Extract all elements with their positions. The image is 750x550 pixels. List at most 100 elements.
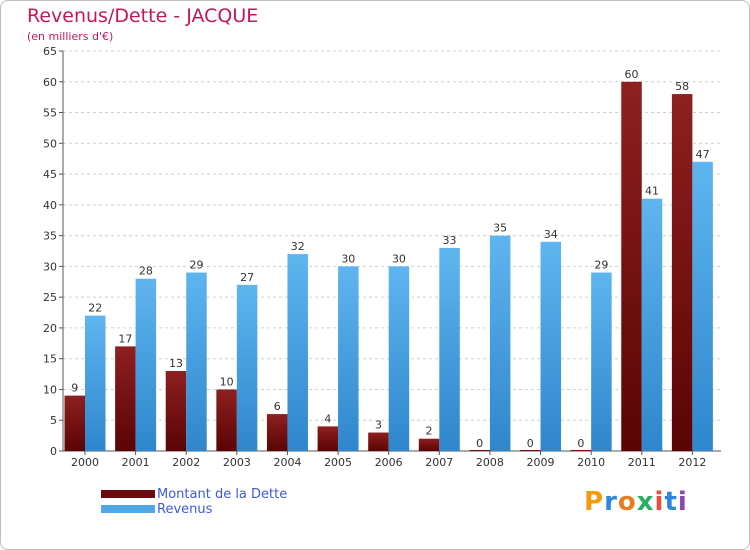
legend-item-dette: Montant de la Dette [101,486,288,502]
x-tick-label: 2001 [122,456,150,469]
data-label-revenus: 30 [392,252,406,265]
bars [64,81,713,452]
data-label-revenus: 22 [88,302,102,315]
x-tick-label: 2007 [425,456,453,469]
y-tick-label: 55 [43,107,57,120]
data-label-revenus: 32 [291,240,305,253]
bar-dette [621,81,642,452]
x-tick-label: 2002 [172,456,200,469]
y-tick-label: 5 [50,414,57,427]
bar-revenus [186,272,207,451]
x-tick-label: 2008 [476,456,504,469]
y-tick-label: 15 [43,353,57,366]
data-label-dette: 0 [476,437,483,450]
data-label-revenus: 29 [594,259,608,272]
logo-letter: P [584,487,605,517]
bar-dette [520,450,541,451]
x-tick-label: 2011 [628,456,656,469]
bar-dette [570,450,592,451]
bar-dette [469,450,490,451]
data-label-revenus: 33 [443,234,457,247]
y-tick-label: 0 [50,445,57,458]
data-label-dette: 60 [625,68,639,81]
x-tick-label: 2003 [223,456,251,469]
logo-letter: o [617,487,637,517]
bar-revenus [236,284,258,451]
bar-dette [368,432,389,451]
data-label-dette: 58 [675,80,689,93]
legend-swatch-dette [101,490,155,498]
legend-item-revenus: Revenus [101,501,213,517]
bar-dette [671,94,693,452]
logo-letter: r [604,487,618,517]
data-label-dette: 0 [527,437,534,450]
x-tick-label: 2006 [375,456,403,469]
data-label-revenus: 35 [493,222,507,235]
x-tick-label: 2010 [577,456,605,469]
bar-dette [418,438,440,451]
data-label-revenus: 34 [544,228,558,241]
x-tick-label: 2009 [527,456,555,469]
bar-revenus [692,161,713,451]
bar-revenus [540,241,562,451]
bar-revenus [591,272,612,451]
x-tick-label: 2012 [678,456,706,469]
data-label-dette: 9 [71,382,78,395]
legend-swatch-revenus [101,505,155,513]
y-tick-label: 30 [43,260,57,273]
data-label-revenus: 29 [189,259,203,272]
data-label-revenus: 41 [645,185,659,198]
data-label-dette: 6 [274,400,281,413]
y-tick-label: 10 [43,383,57,396]
y-tick-label: 20 [43,322,57,335]
legend-label-dette: Montant de la Dette [157,486,288,502]
proxiti-logo: Proxiti [584,487,688,517]
y-tick-label: 50 [43,137,57,150]
chart-subtitle: (en milliers d'€) [27,30,114,43]
bar-revenus [287,254,308,451]
x-tick-label: 2004 [273,456,301,469]
data-label-revenus: 47 [696,148,710,161]
y-tick-label: 65 [43,45,57,58]
x-tick-label: 2005 [324,456,352,469]
data-label-dette: 4 [324,412,331,425]
y-tick-label: 40 [43,199,57,212]
data-label-revenus: 27 [240,271,254,284]
bar-revenus [85,315,106,451]
bar-dette [64,395,85,451]
x-tick-label: 2000 [71,456,99,469]
data-label-revenus: 30 [341,252,355,265]
logo-letter: t [664,487,678,517]
data-label-dette: 2 [426,425,433,438]
chart-title: Revenus/Dette - JACQUE [27,5,259,27]
y-tick-label: 60 [43,76,57,89]
data-label-dette: 13 [169,357,183,370]
bar-dette [165,371,187,451]
bar-dette [216,389,237,451]
logo-letter: i [654,487,665,517]
bar-revenus [641,198,663,451]
bar-revenus [489,235,511,451]
bar-revenus [388,266,410,451]
y-tick-label: 35 [43,230,57,243]
y-tick-label: 45 [43,168,57,181]
y-tick-label: 25 [43,291,57,304]
bar-revenus [135,278,157,451]
bar-revenus [439,247,460,451]
data-label-revenus: 28 [139,265,153,278]
bar-dette [317,426,339,451]
logo-letter: i [677,487,688,517]
legend-label-revenus: Revenus [157,501,213,517]
logo-letter: x [636,487,655,517]
data-label-dette: 10 [220,375,234,388]
bar-revenus [338,266,359,451]
data-label-dette: 3 [375,419,382,432]
bar-dette [115,346,136,451]
data-label-dette: 0 [577,437,584,450]
data-label-dette: 17 [118,332,132,345]
data-labels: 9221728132910276324303302330350340296041… [71,68,709,450]
bar-dette [266,414,288,451]
